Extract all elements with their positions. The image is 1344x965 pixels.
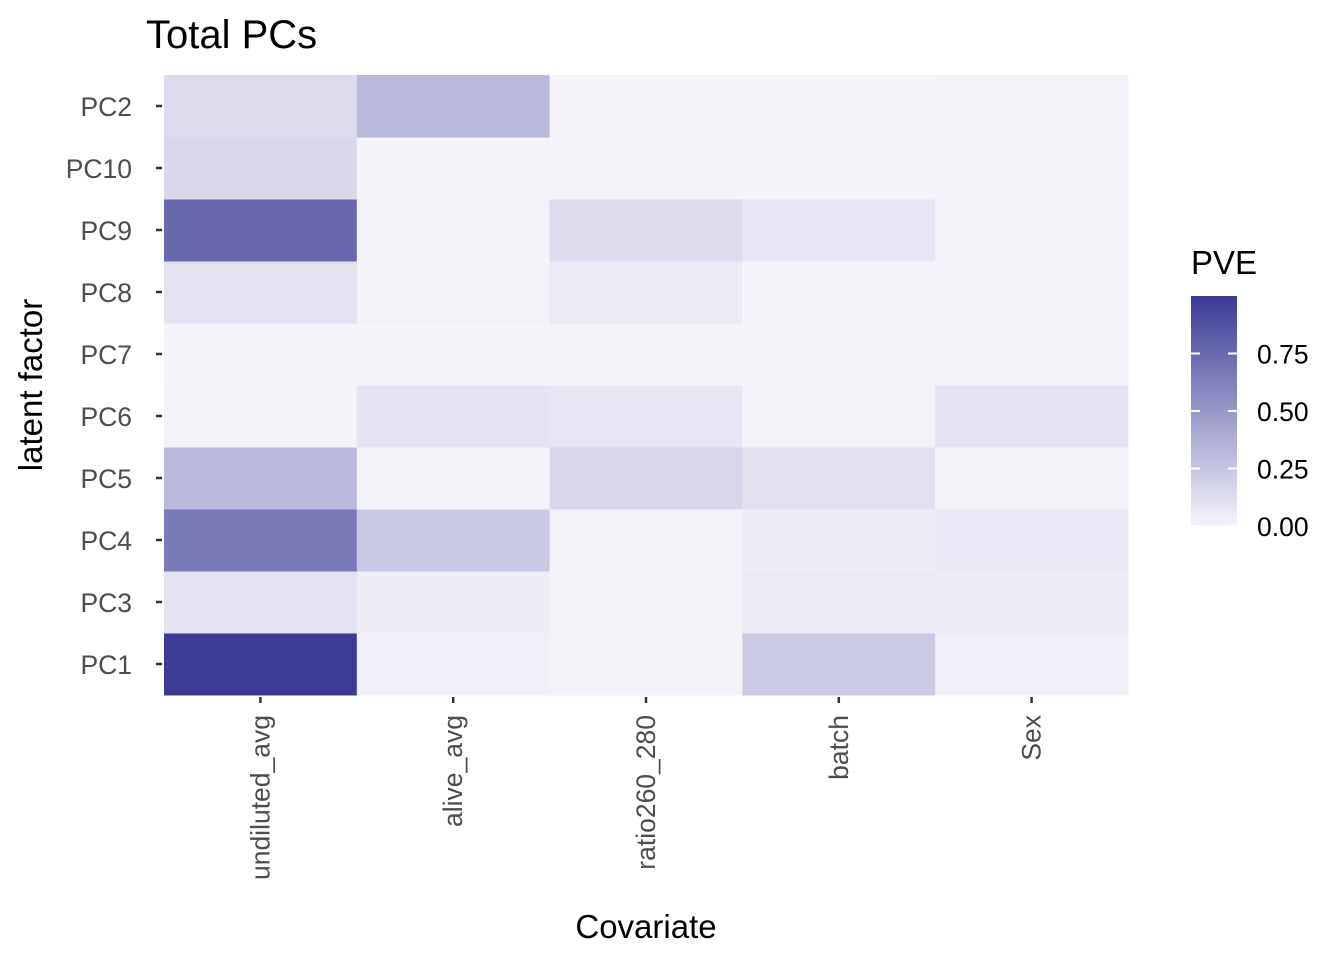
heatmap-cell-pc1-sex	[935, 633, 1129, 696]
heatmap-cell-pc2-undiluted_avg	[164, 75, 358, 138]
heatmap-cell-pc2-ratio260_280	[549, 75, 743, 138]
y-axis: PC1 PC3 PC4 PC5 PC6 PC7 PC8 PC9 PC10 PC2	[66, 92, 162, 680]
heatmap-cell-pc6-sex	[935, 385, 1129, 448]
heatmap-cell-pc7-sex	[935, 323, 1129, 386]
heatmap-cell-pc2-sex	[935, 75, 1129, 138]
legend-tick-label: 0.25	[1257, 455, 1309, 485]
heatmap-cell-pc8-alive_avg	[356, 261, 551, 324]
heatmap-cell-pc7-ratio260_280	[549, 323, 743, 386]
heatmap-cell-pc4-batch	[742, 509, 936, 572]
heatmap-cell-pc7-batch	[742, 323, 936, 386]
heatmap-cell-pc3-ratio260_280	[549, 571, 743, 634]
legend-tick-label: 0.00	[1257, 512, 1309, 542]
y-tick-label-pc9: PC9	[80, 216, 132, 246]
heatmap-cell-pc6-batch	[742, 385, 936, 448]
heatmap-cell-pc8-ratio260_280	[549, 261, 743, 324]
y-tick-label-pc1: PC1	[80, 650, 132, 680]
heatmap-cell-pc8-sex	[935, 261, 1129, 324]
chart-title: Total PCs	[146, 13, 317, 57]
legend-tick-label: 0.50	[1257, 397, 1309, 427]
y-tick-label-pc10: PC10	[66, 154, 132, 184]
heatmap-cell-pc9-sex	[935, 199, 1129, 262]
heatmap-cell-pc8-batch	[742, 261, 936, 324]
heatmap-cell-pc8-undiluted_avg	[164, 261, 358, 324]
legend-title: PVE	[1191, 244, 1257, 281]
heatmap-cell-pc6-alive_avg	[356, 385, 551, 448]
heatmap-cell-pc1-undiluted_avg	[164, 633, 358, 696]
heatmap-cell-pc7-undiluted_avg	[164, 323, 358, 386]
heatmap-cell-pc10-ratio260_280	[549, 137, 743, 200]
heatmap-cell-pc3-alive_avg	[356, 571, 551, 634]
legend-ticks: 0.00 0.25 0.50 0.75	[1191, 340, 1309, 542]
y-tick-label-pc2: PC2	[80, 92, 132, 122]
heatmap-cell-pc7-alive_avg	[356, 323, 551, 386]
heatmap-cell-pc2-batch	[742, 75, 936, 138]
heatmap-cell-pc5-alive_avg	[356, 447, 551, 510]
heatmap-cell-pc9-alive_avg	[356, 199, 551, 262]
heatmap-cell-pc2-alive_avg	[356, 75, 551, 138]
heatmap-cell-pc6-undiluted_avg	[164, 385, 358, 448]
heatmap-cell-pc1-ratio260_280	[549, 633, 743, 696]
heatmap-cell-pc3-batch	[742, 571, 936, 634]
heatmap-cell-pc9-undiluted_avg	[164, 199, 358, 262]
x-axis: undiluted_avg alive_avg ratio260_280 batch S…	[245, 697, 1047, 880]
y-tick-label-pc4: PC4	[80, 526, 132, 556]
heatmap-cell-pc4-undiluted_avg	[164, 509, 358, 572]
y-tick-label-pc3: PC3	[80, 588, 132, 618]
heatmap-cell-pc5-undiluted_avg	[164, 447, 358, 510]
heatmap-cell-pc9-batch	[742, 199, 936, 262]
heatmap-cell-pc9-ratio260_280	[549, 199, 743, 262]
heatmap-cell-pc4-ratio260_280	[549, 509, 743, 572]
heatmap-cell-pc4-sex	[935, 509, 1129, 572]
y-tick-label-pc5: PC5	[80, 464, 132, 494]
heatmap-cell-pc10-batch	[742, 137, 936, 200]
heatmap-cell-pc1-batch	[742, 633, 936, 696]
heatmap-cell-pc5-batch	[742, 447, 936, 510]
heatmap-cell-pc10-undiluted_avg	[164, 137, 358, 200]
heatmap-cell-pc6-ratio260_280	[549, 385, 743, 448]
heatmap-cell-pc4-alive_avg	[356, 509, 551, 572]
y-tick-label-pc8: PC8	[80, 278, 132, 308]
x-tick-label-undiluted_avg: undiluted_avg	[245, 715, 275, 880]
heatmap-cells	[164, 75, 1129, 696]
heatmap-cell-pc3-undiluted_avg	[164, 571, 358, 634]
heatmap-cell-pc3-sex	[935, 571, 1129, 634]
x-tick-label-batch: batch	[824, 715, 854, 780]
y-axis-label: latent factor	[12, 299, 49, 471]
x-tick-label-alive_avg: alive_avg	[438, 715, 468, 827]
y-tick-label-pc7: PC7	[80, 340, 132, 370]
heatmap-cell-pc10-alive_avg	[356, 137, 551, 200]
legend-tick-label: 0.75	[1257, 340, 1309, 370]
x-axis-label: Covariate	[575, 908, 716, 945]
heatmap-cell-pc5-ratio260_280	[549, 447, 743, 510]
y-tick-label-pc6: PC6	[80, 402, 132, 432]
x-tick-label-ratio260_280: ratio260_280	[631, 715, 661, 870]
heatmap-cell-pc5-sex	[935, 447, 1129, 510]
x-tick-label-sex: Sex	[1017, 715, 1047, 761]
heatmap-cell-pc10-sex	[935, 137, 1129, 200]
legend: PVE 0.00 0.25 0.50 0.75	[1191, 244, 1309, 542]
heatmap-cell-pc1-alive_avg	[356, 633, 551, 696]
